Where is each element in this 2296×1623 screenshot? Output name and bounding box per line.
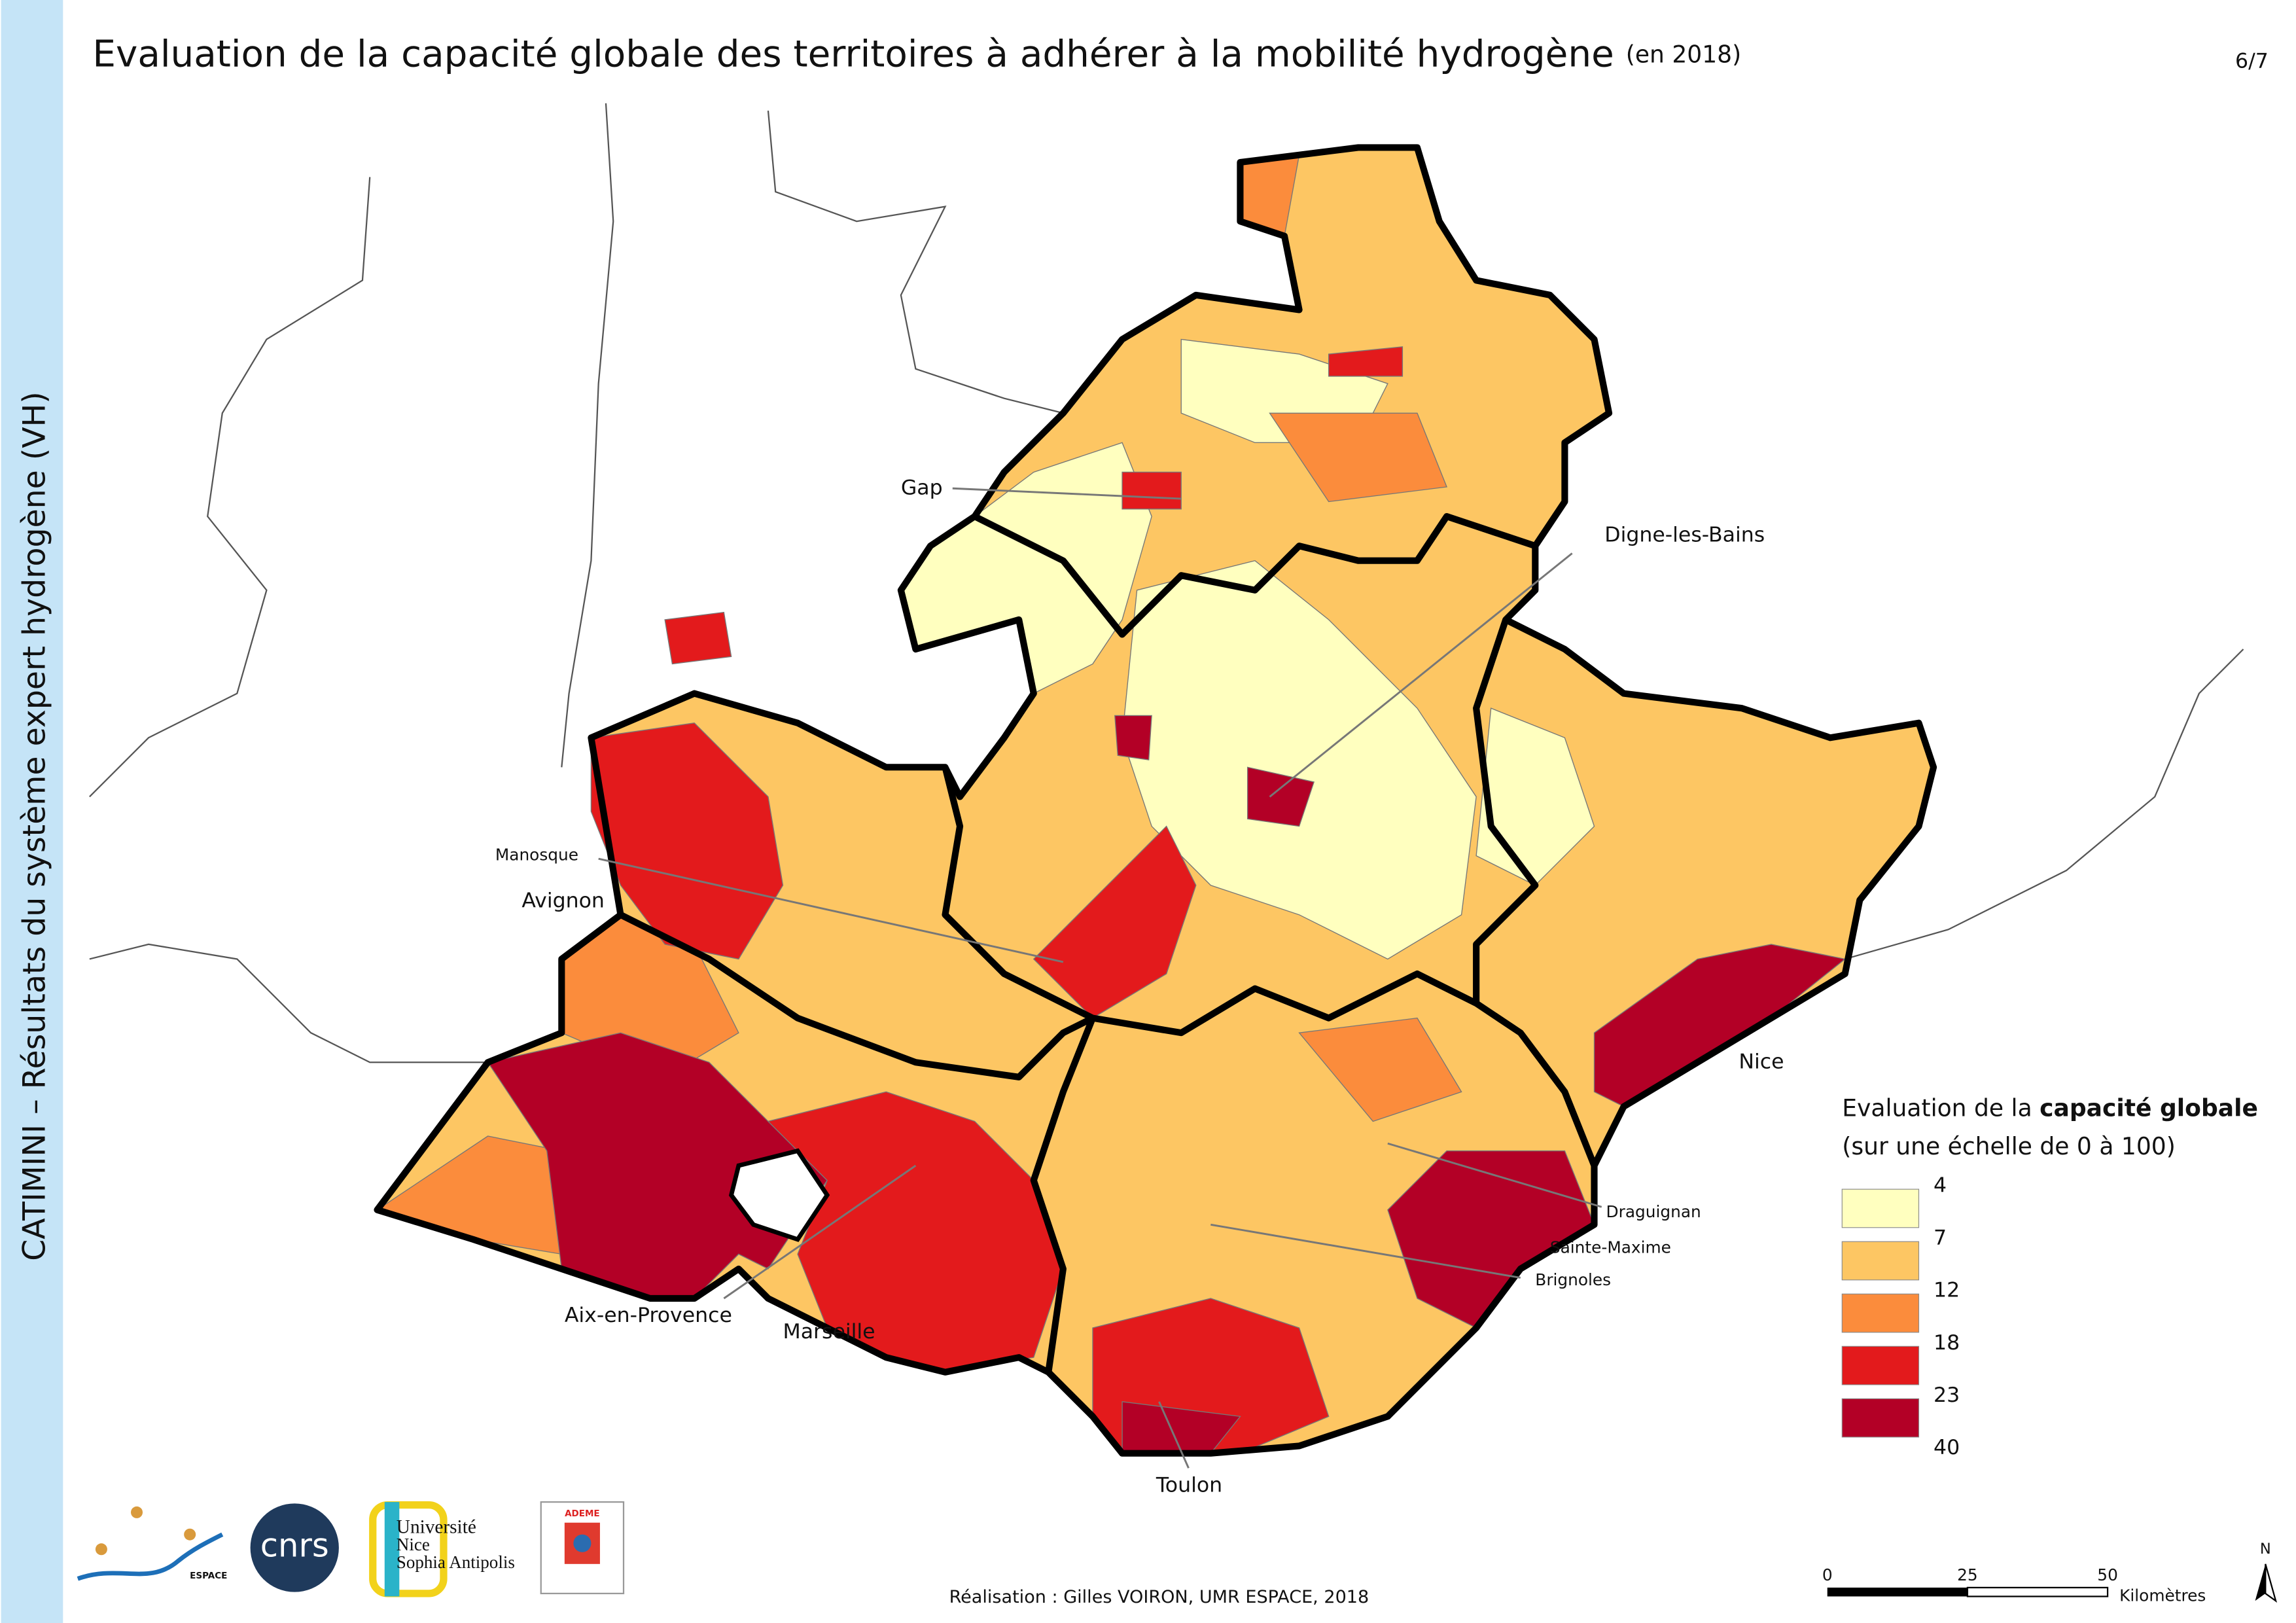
logo-text: cnrs	[260, 1527, 329, 1565]
city-label: Nice	[1739, 1050, 1784, 1073]
scale-label: 0	[1822, 1565, 1833, 1584]
logos: ESPACE cnrs Université Nice Sophia Antip…	[77, 1501, 625, 1597]
scale-segment	[1966, 1586, 2109, 1597]
territory	[1114, 715, 1152, 760]
scale-bar: 0 25 50 Kilomètres	[1822, 1565, 2206, 1605]
leader-line	[1210, 1223, 1521, 1279]
neighbour-borders	[89, 103, 2244, 1063]
north-arrow-right	[2265, 1563, 2278, 1603]
legend-subtitle: (sur une échelle de 0 à 100)	[1842, 1133, 2176, 1160]
sidebar-text: CATIMINI – Résultats du système expert h…	[17, 391, 53, 1261]
legend-break-label: 40	[1934, 1436, 1960, 1459]
territory	[1298, 1017, 1462, 1122]
legend-swatch	[1841, 1398, 1920, 1438]
leader-line	[723, 1164, 917, 1300]
north-arrow: N	[2255, 1541, 2278, 1603]
city-label: Gap	[901, 476, 943, 499]
map	[376, 147, 1934, 1454]
leader-line	[952, 487, 1182, 500]
city-label: Digne-les-Bains	[1604, 523, 1765, 546]
logo-shape	[250, 1503, 339, 1592]
logo-cnrs: cnrs	[250, 1503, 339, 1592]
legend-break-label: 12	[1934, 1279, 1960, 1302]
logo-text: Nice	[397, 1535, 430, 1554]
credit: Réalisation : Gilles VOIRON, UMR ESPACE,…	[949, 1587, 1369, 1607]
logo-text: ESPACE	[190, 1571, 227, 1581]
logo-shape	[384, 1502, 400, 1597]
leader-line	[598, 857, 1064, 963]
scale-label: 50	[2097, 1565, 2118, 1584]
territory	[1247, 766, 1315, 827]
legend-title-bold: capacité globale	[2040, 1094, 2258, 1122]
city-label: Marseille	[783, 1320, 875, 1344]
city-label: Sainte-Maxime	[1550, 1238, 1671, 1257]
logo-text: ADEME	[565, 1508, 600, 1519]
north-arrow-left	[2255, 1563, 2266, 1601]
legend-title-start: Evaluation de la	[1842, 1094, 2040, 1122]
logo-shape	[77, 1532, 224, 1581]
logo-shape	[130, 1506, 143, 1518]
territory	[590, 722, 784, 960]
legend-break-label: 4	[1934, 1174, 1947, 1198]
logo-text: Sophia Antipolis	[397, 1552, 515, 1572]
legend-swatch	[1841, 1188, 1920, 1228]
city-labels: Gap Digne-les-Bains Manosque Avignon Nic…	[495, 476, 1784, 1497]
page-number: 6/7	[2235, 50, 2269, 73]
city-label: Avignon	[521, 889, 604, 913]
logo-universite: Université Nice Sophia Antipolis	[369, 1501, 515, 1597]
territory	[664, 611, 732, 665]
logo-text: Université	[397, 1516, 476, 1537]
north-label: N	[2260, 1541, 2271, 1558]
leader-line	[1269, 552, 1573, 798]
title-note: (en 2018)	[1626, 41, 1741, 69]
legend-break-label: 23	[1934, 1383, 1960, 1407]
territory	[1122, 471, 1182, 510]
sidebar-band	[1, 0, 63, 1623]
legend-title: Evaluation de la capacité globale	[1842, 1094, 2258, 1122]
scale-segment	[1827, 1587, 1968, 1597]
territory	[1328, 346, 1404, 377]
title-main: Evaluation de la capacité globale des te…	[92, 33, 1614, 75]
logo-shape	[95, 1543, 107, 1556]
logo-espace: ESPACE	[77, 1506, 227, 1581]
city-label: Manosque	[495, 846, 578, 865]
territory	[1269, 412, 1447, 503]
city-label: Brignoles	[1535, 1270, 1611, 1289]
legend-swatch	[1841, 1293, 1920, 1333]
city-label: Draguignan	[1606, 1202, 1701, 1221]
legend-swatch	[1841, 1241, 1920, 1281]
leader-line	[1158, 1401, 1190, 1469]
map-title: Evaluation de la capacité globale des te…	[92, 33, 1741, 75]
logo-shape	[573, 1534, 592, 1552]
legend-swatch	[1841, 1346, 1920, 1385]
legend: Evaluation de la capacité globale (sur u…	[1841, 1094, 2258, 1459]
scale-unit: Kilomètres	[2119, 1586, 2206, 1605]
territory	[487, 1032, 828, 1299]
etang-de-berre	[728, 1148, 830, 1242]
logo-shape	[369, 1501, 448, 1597]
city-label: Aix-en-Provence	[565, 1304, 732, 1327]
leader-line	[1387, 1142, 1602, 1208]
legend-break-label: 18	[1934, 1331, 1960, 1355]
territory	[1122, 560, 1477, 960]
legend-break-label: 7	[1934, 1226, 1947, 1250]
logo-shape	[184, 1528, 196, 1541]
city-label: Toulon	[1156, 1473, 1222, 1497]
department-borders	[374, 144, 1937, 1457]
logo-ademe: ADEME	[540, 1501, 625, 1595]
scale-label: 25	[1957, 1565, 1978, 1584]
